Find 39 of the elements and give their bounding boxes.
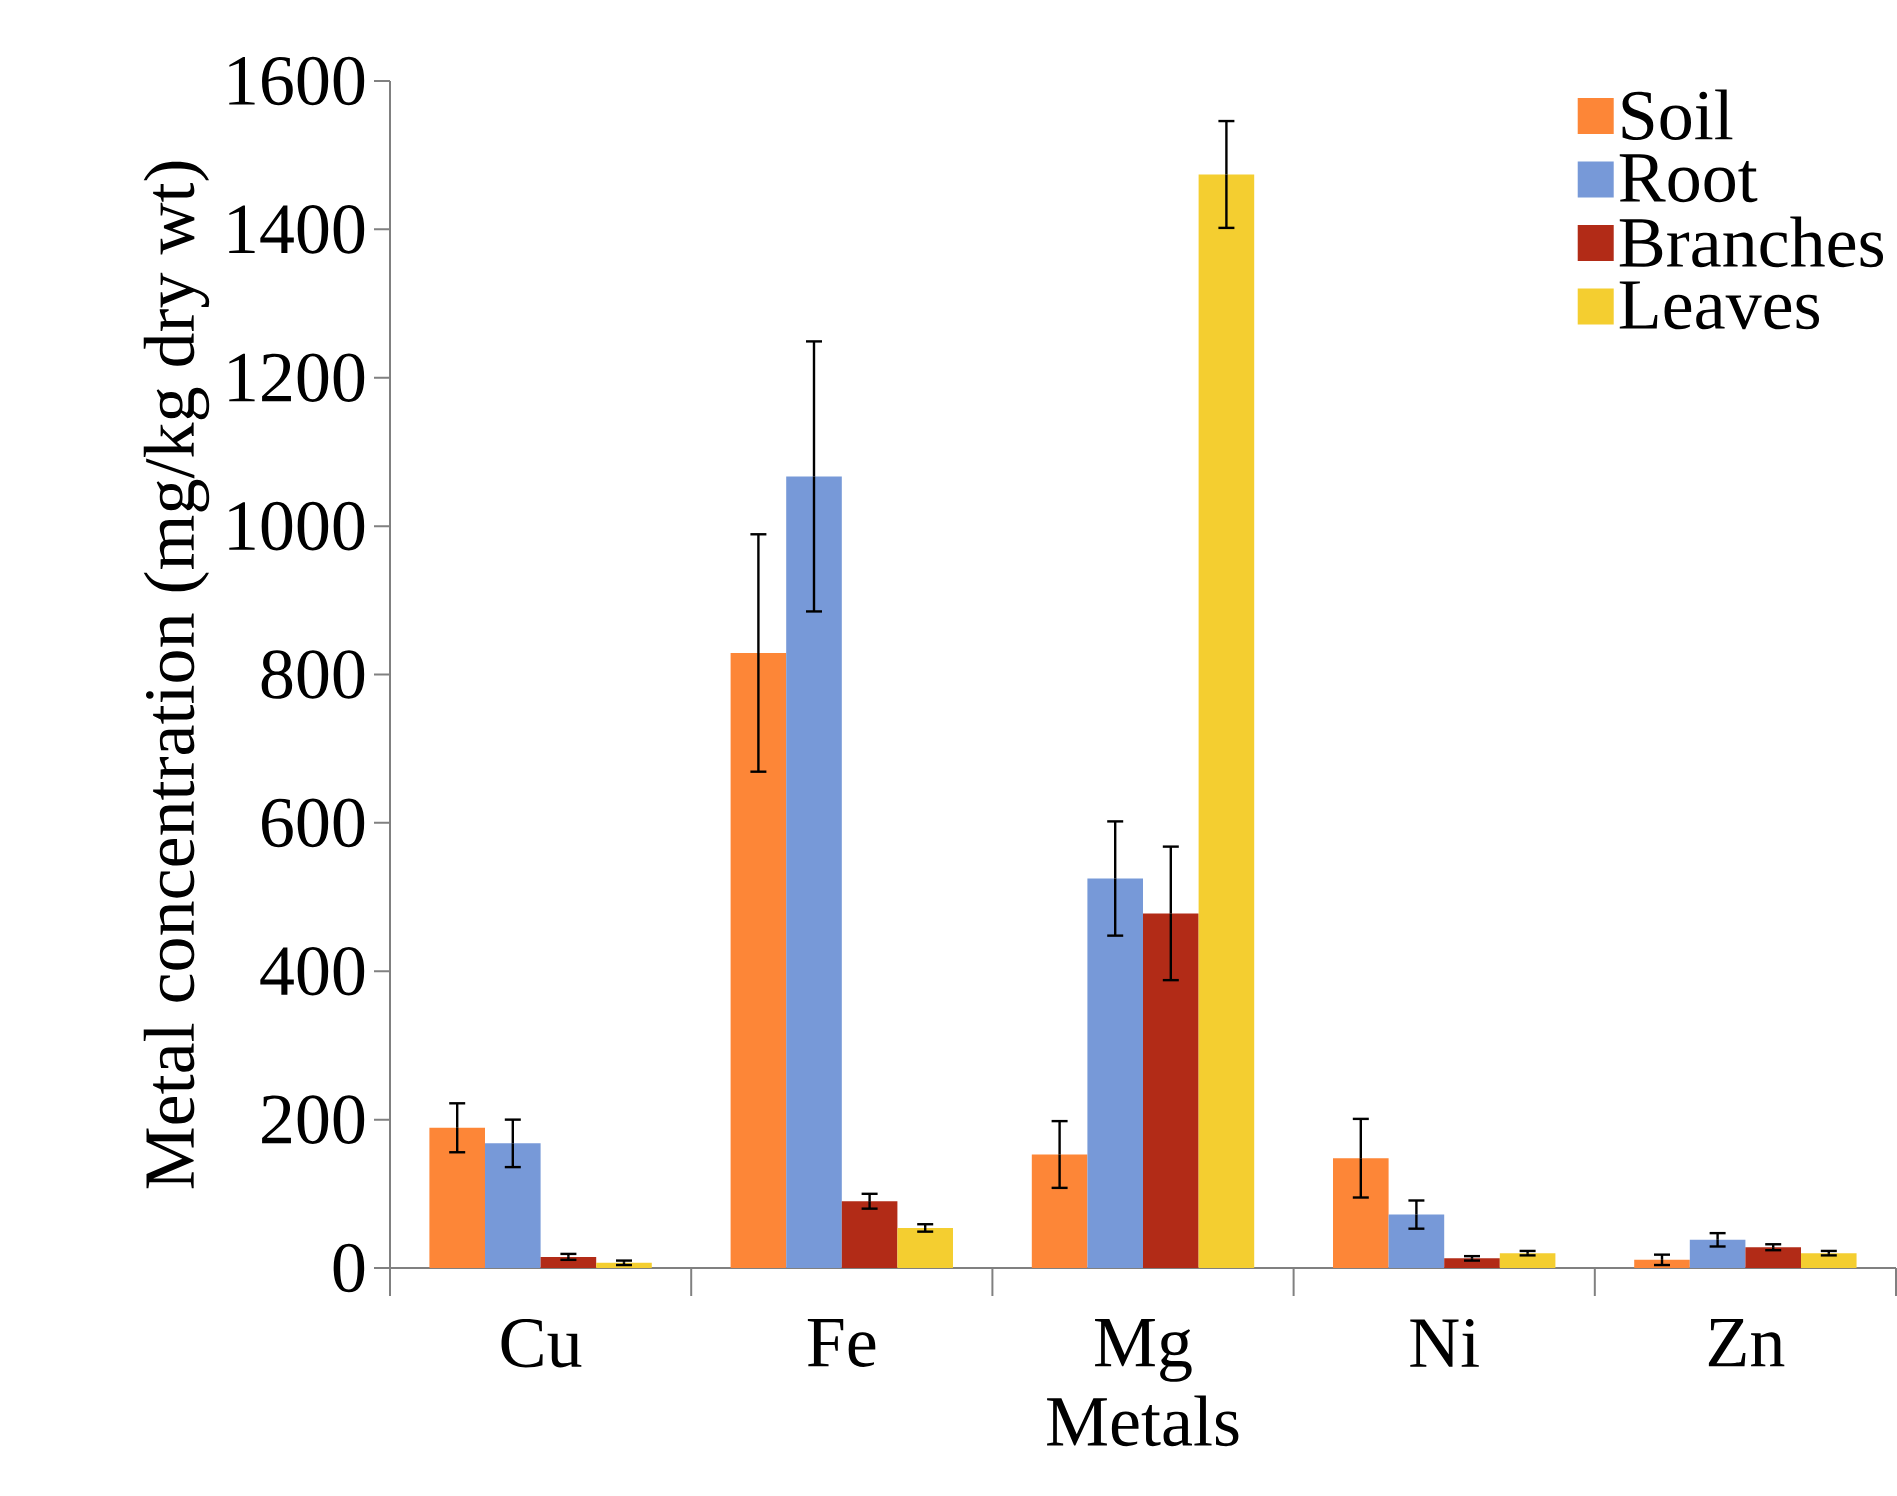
legend-label: Leaves: [1619, 281, 1820, 330]
bar: [1087, 878, 1144, 1268]
bar: [1499, 1253, 1556, 1268]
x-tick-label: Cu: [501, 1319, 582, 1368]
bar: [841, 1201, 898, 1268]
bar: [1333, 1158, 1389, 1268]
x-tick-label: Ni: [1410, 1319, 1479, 1367]
y-tick-label: 400: [260, 946, 365, 996]
bar: [1634, 1259, 1690, 1268]
bar: [1689, 1239, 1746, 1268]
legend-label: Soil: [1622, 89, 1733, 141]
y-axis-title: Metal concentration (mg/kg dry wt): [143, 161, 210, 1189]
bar: [1444, 1258, 1500, 1268]
x-tick-label: Mg: [1095, 1319, 1192, 1382]
bar: [1198, 174, 1255, 1268]
bar: [1801, 1253, 1857, 1268]
bar: [540, 1256, 597, 1268]
bar: [485, 1143, 541, 1268]
legend-label: Root: [1619, 154, 1758, 203]
y-tick-label: 600: [262, 798, 365, 848]
x-axis-title: Metals: [1047, 1395, 1239, 1447]
y-tick-label: 1000: [229, 501, 365, 551]
legend-label: Branches: [1619, 216, 1884, 268]
bar: [429, 1127, 485, 1268]
y-tick-label: 1200: [229, 353, 365, 403]
bar: [1143, 913, 1199, 1268]
y-tick-label: 1600: [229, 56, 365, 106]
x-tick-label: Fe: [807, 1319, 876, 1367]
bar: [786, 476, 842, 1268]
bar: [1031, 1154, 1088, 1268]
bar: [1745, 1247, 1802, 1268]
bar: [730, 652, 787, 1268]
y-tick-label: 800: [261, 650, 365, 699]
y-tick-label: 0: [333, 1243, 365, 1293]
y-tick-label: 1400: [229, 205, 365, 254]
y-tick-label: 200: [262, 1095, 365, 1144]
bar: [1388, 1214, 1445, 1268]
bar: [897, 1227, 953, 1268]
x-tick-label: Zn: [1708, 1319, 1785, 1367]
